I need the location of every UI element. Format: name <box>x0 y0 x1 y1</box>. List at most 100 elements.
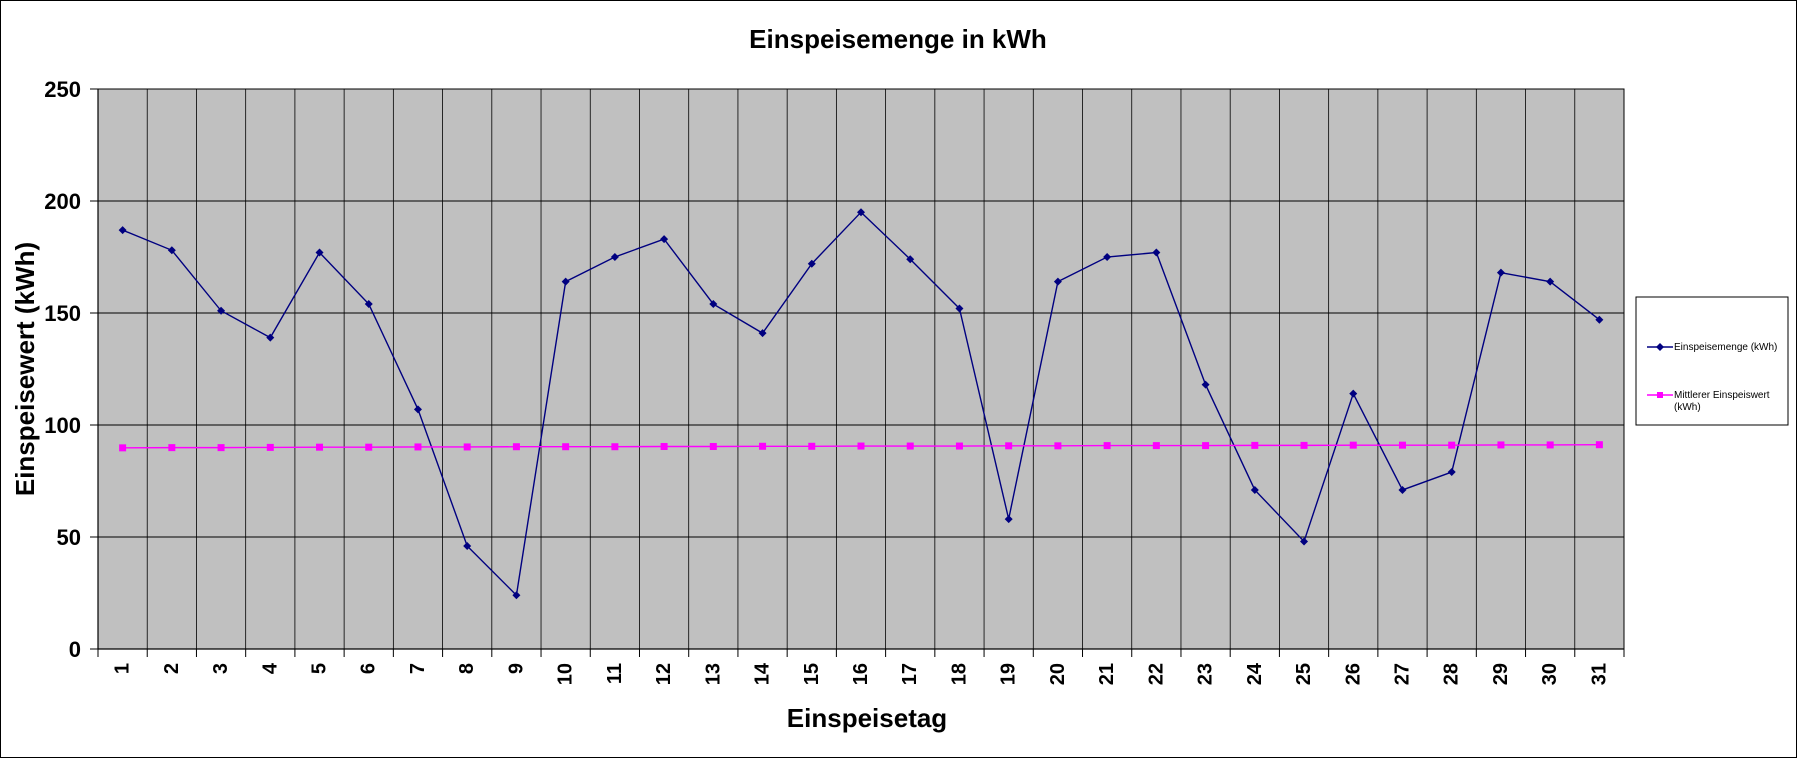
data-point-mittlerer-einspeiswert <box>1300 441 1308 449</box>
x-tick-label: 27 <box>1391 663 1413 685</box>
x-tick-label: 19 <box>998 663 1020 685</box>
y-tick-labels: 0 50 100 150 200 250 <box>44 77 81 662</box>
x-tick-label: 15 <box>801 663 823 685</box>
data-point-mittlerer-einspeiswert <box>611 443 619 451</box>
data-point-mittlerer-einspeiswert <box>1152 442 1160 450</box>
data-point-mittlerer-einspeiswert <box>1251 441 1259 449</box>
x-tick-label: 28 <box>1441 663 1463 685</box>
data-point-einspeisemenge <box>610 253 619 261</box>
data-point-einspeisemenge <box>217 306 226 315</box>
data-point-einspeisemenge <box>364 300 373 309</box>
legend-label-mittlerer: Mittlerer Einspeiswert (kWh) <box>1674 390 1772 413</box>
x-tick-label: 16 <box>850 663 872 685</box>
data-point-mittlerer-einspeiswert <box>512 443 520 451</box>
x-tick-label: 17 <box>899 663 921 685</box>
data-point-einspeisemenge <box>758 329 767 338</box>
data-point-mittlerer-einspeiswert <box>168 444 176 452</box>
data-point-mittlerer-einspeiswert <box>1546 441 1554 449</box>
data-point-mittlerer-einspeiswert <box>562 443 570 451</box>
data-point-einspeisemenge <box>1004 515 1013 524</box>
gridlines <box>98 89 1624 649</box>
x-tick-label: 30 <box>1539 663 1561 685</box>
data-point-einspeisemenge <box>266 333 275 342</box>
data-point-einspeisemenge <box>561 277 570 286</box>
series-einspeisemenge <box>118 208 1604 600</box>
data-point-mittlerer-einspeiswert <box>217 444 225 452</box>
data-point-einspeisemenge <box>1595 315 1604 324</box>
legend-box <box>1635 296 1789 426</box>
data-point-einspeisemenge <box>1300 537 1309 546</box>
x-tick-label: 2 <box>161 663 183 674</box>
y-tick-label: 100 <box>44 413 81 438</box>
x-tick-label: 20 <box>1047 663 1069 685</box>
data-point-einspeisemenge <box>955 304 964 313</box>
y-axis-label: Einspeisewert (kWh) <box>10 242 40 496</box>
data-point-mittlerer-einspeiswert <box>1398 441 1406 449</box>
data-point-einspeisemenge <box>1201 380 1210 389</box>
y-tick-label: 50 <box>57 525 81 550</box>
data-point-mittlerer-einspeiswert <box>1349 441 1357 449</box>
data-point-einspeisemenge <box>660 235 669 244</box>
data-point-einspeisemenge <box>1103 253 1112 261</box>
legend-label-einspeisemenge: Einspeisemenge (kWh) <box>1674 342 1777 353</box>
y-tick-label: 0 <box>69 637 81 662</box>
x-tick-label: 9 <box>505 663 527 674</box>
data-point-mittlerer-einspeiswert <box>316 443 324 451</box>
x-tick-label: 13 <box>702 663 724 685</box>
x-axis-label: Einspeisetag <box>787 703 947 733</box>
x-tick-label: 6 <box>358 663 380 674</box>
x-tick-label: 3 <box>210 663 232 674</box>
data-point-mittlerer-einspeiswert <box>1103 442 1111 450</box>
data-point-mittlerer-einspeiswert <box>119 444 127 452</box>
legend-label-mittlerer-line2: (kWh) <box>1674 402 1701 413</box>
data-point-einspeisemenge <box>857 208 865 217</box>
x-tick-label: 29 <box>1490 663 1512 685</box>
x-tick-label: 24 <box>1244 662 1266 685</box>
x-tick-label: 21 <box>1096 663 1118 685</box>
x-tick-label: 26 <box>1342 663 1364 685</box>
x-tick-label: 7 <box>407 663 429 674</box>
data-point-mittlerer-einspeiswert <box>463 443 471 451</box>
data-point-einspeisemenge <box>1546 277 1555 286</box>
chart-title: Einspeisemenge in kWh <box>749 24 1047 54</box>
y-tick-label: 200 <box>44 189 81 214</box>
series-mittlerer-einspeiswert <box>119 441 1603 452</box>
data-point-einspeisemenge <box>315 248 324 257</box>
series <box>118 208 1604 600</box>
data-point-mittlerer-einspeiswert <box>1497 441 1505 449</box>
data-point-einspeisemenge <box>807 259 816 268</box>
data-point-mittlerer-einspeiswert <box>1202 442 1210 450</box>
data-point-mittlerer-einspeiswert <box>808 442 816 450</box>
data-point-mittlerer-einspeiswert <box>1054 442 1062 450</box>
data-point-mittlerer-einspeiswert <box>1448 441 1456 449</box>
x-tick-label: 18 <box>948 663 970 685</box>
data-point-einspeisemenge <box>906 255 915 264</box>
x-tick-label: 5 <box>309 663 331 674</box>
data-point-mittlerer-einspeiswert <box>1595 441 1603 449</box>
x-tick-label: 31 <box>1588 663 1610 685</box>
data-point-mittlerer-einspeiswert <box>759 442 767 450</box>
data-point-einspeisemenge <box>1349 389 1358 398</box>
x-tick-label: 4 <box>259 662 281 674</box>
x-tick-label: 14 <box>752 662 774 685</box>
x-tick-label: 1 <box>112 663 134 674</box>
data-point-mittlerer-einspeiswert <box>906 442 914 450</box>
x-tick-label: 8 <box>456 663 478 674</box>
data-point-mittlerer-einspeiswert <box>365 443 373 451</box>
data-point-einspeisemenge <box>1398 485 1407 494</box>
x-tick-label: 22 <box>1145 663 1167 685</box>
data-point-mittlerer-einspeiswert <box>857 442 865 450</box>
data-point-einspeisemenge <box>1152 248 1161 257</box>
legend-marker-mittlerer <box>1657 392 1663 398</box>
data-point-mittlerer-einspeiswert <box>660 443 668 451</box>
data-point-einspeisemenge <box>118 226 127 235</box>
data-point-einspeisemenge <box>463 541 472 550</box>
plot-area <box>97 88 1625 650</box>
data-point-mittlerer-einspeiswert <box>709 443 717 451</box>
data-point-einspeisemenge <box>512 591 521 600</box>
y-tick-label: 250 <box>44 77 81 102</box>
data-point-mittlerer-einspeiswert <box>266 443 274 451</box>
x-tick-label: 25 <box>1293 663 1315 685</box>
